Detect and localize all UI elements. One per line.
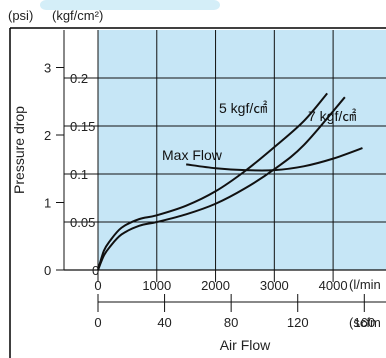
x-tick-label-lmin: 1000 [142, 278, 171, 293]
x-tick-label-scfm: 160 [353, 315, 375, 330]
y-tick-label-kgf: 0.2 [70, 71, 88, 86]
kgf-unit-label: (kgf/cm²) [52, 8, 103, 23]
series-line-7kgf [97, 96, 346, 271]
series-lines [97, 92, 363, 271]
x-tick-label-lmin: 0 [94, 278, 101, 293]
top-band [40, 0, 220, 10]
series-label-maxflow: Max Flow [162, 147, 223, 163]
y-tick-label-psi: 0 [44, 263, 51, 278]
y-tick-label-kgf: 0.1 [70, 167, 88, 182]
x-tick-label-scfm: 120 [287, 315, 309, 330]
series-label-7kgf: 7 kgf/㎠ [308, 108, 356, 124]
psi-unit-label: (psi) [8, 8, 33, 23]
y-tick-label-kgf: 0.15 [70, 119, 95, 134]
x-tick-label-lmin: 4000 [319, 278, 348, 293]
x-unit-lmin: (l/min [349, 277, 381, 292]
series-label-5kgf: 5 kgf/㎠ [219, 100, 267, 116]
x-tick-label-lmin: 3000 [260, 278, 289, 293]
grid [64, 30, 386, 270]
plot-area [98, 30, 386, 270]
y-tick-label-psi: 3 [44, 61, 51, 76]
y-tick-label-kgf: 0.05 [70, 215, 95, 230]
x-unit-scfm: (scfm [349, 315, 381, 330]
x-tick-label-lmin: 2000 [201, 278, 230, 293]
x-tick-label-scfm: 40 [157, 315, 171, 330]
y-tick-label-psi: 2 [44, 128, 51, 143]
y-axis-title: Pressure drop [11, 106, 27, 194]
x-tick-label-scfm: 80 [224, 315, 238, 330]
series-line-5kgf [97, 92, 328, 271]
axes: 0 0.05 0.1 0.15 0.2 0 1 2 3 0 1000 2000 3000 4000 0 40 8… [44, 30, 386, 330]
x-axis-title: Air Flow [220, 337, 271, 353]
y-tick-label-kgf: 0 [92, 263, 99, 278]
x-tick-label-scfm: 0 [94, 315, 101, 330]
y-tick-label-psi: 1 [44, 196, 51, 211]
series-line-maxflow [186, 147, 363, 172]
